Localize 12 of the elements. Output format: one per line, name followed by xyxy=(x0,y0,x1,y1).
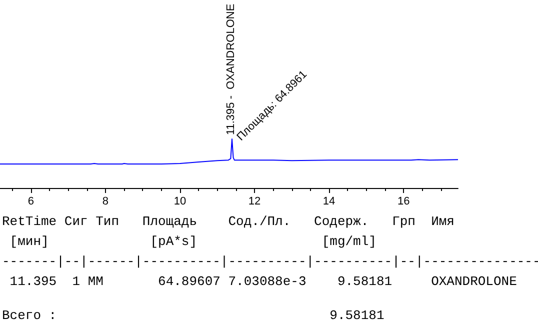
x-tick-label: 14 xyxy=(322,196,336,208)
text: 11.395 1 MM 64.89607 7.03088e-3 9.58181 OXANDROLONE xyxy=(8,273,518,291)
x-tick-label: 8 xyxy=(102,196,109,208)
x-tick-label: 12 xyxy=(248,196,261,208)
x-tick-label: 10 xyxy=(174,196,186,208)
annotation: 11.395 - OXANDROLONE xyxy=(224,4,237,136)
x-tick-label: 6 xyxy=(28,196,34,208)
text: Всего : 9.58181 xyxy=(2,307,386,325)
x-tick-label: 16 xyxy=(397,196,410,208)
text: [мин] [pA*s] [mg/ml] xyxy=(8,233,378,251)
text: RetTime Сиг Тип Площадь Сод./Пл. Содерж. Грп Имя xyxy=(2,213,456,231)
text: -------|--|------|----------|----------|----------|--|--------------- xyxy=(2,253,538,271)
